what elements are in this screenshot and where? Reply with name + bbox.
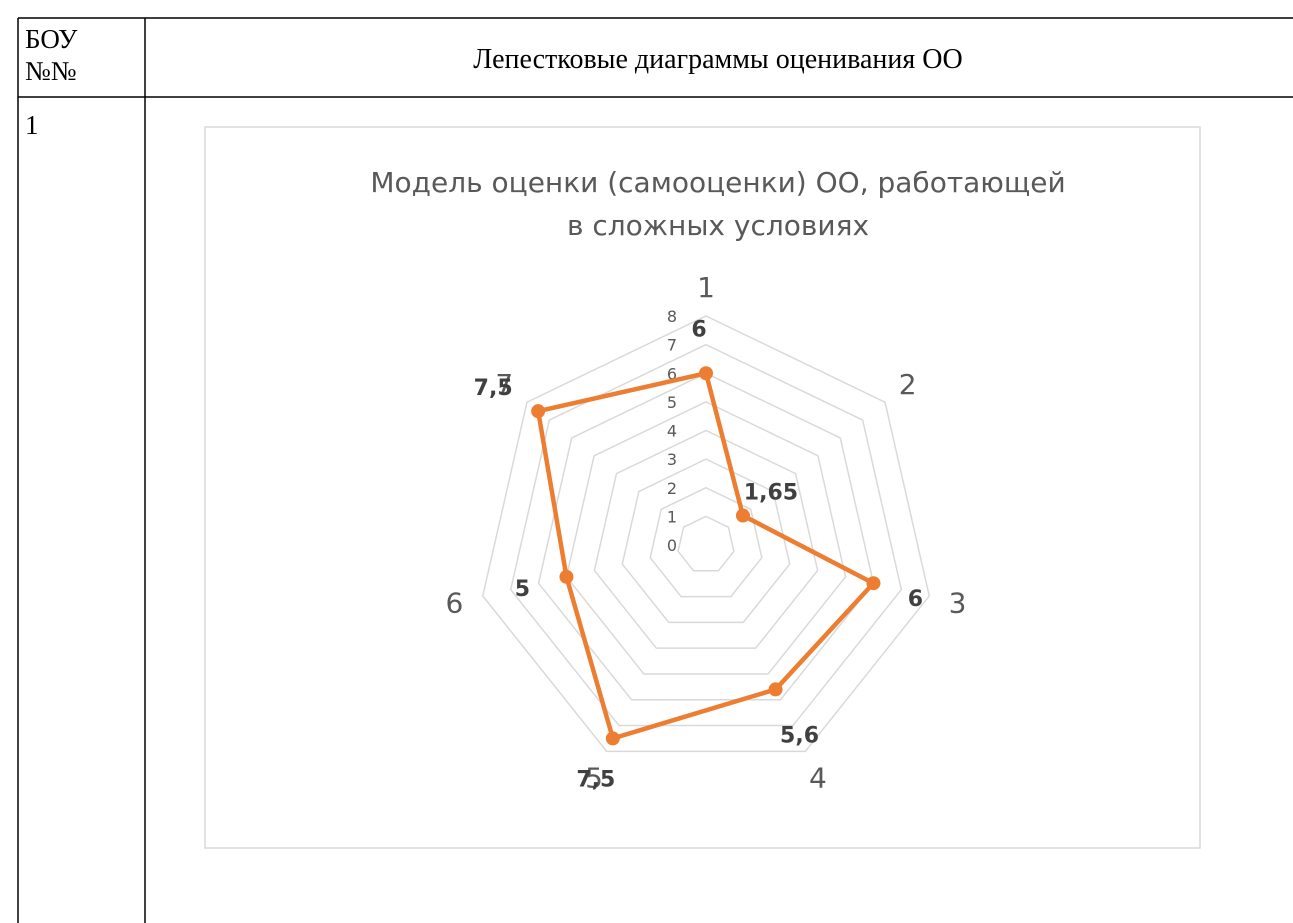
r-tick-label: 4: [667, 422, 677, 441]
r-tick-label: 8: [667, 307, 677, 326]
data-label: 5: [515, 577, 530, 602]
grid-ring: [649, 486, 763, 598]
category-label: 7: [495, 368, 513, 401]
data-label: 5,6: [780, 723, 819, 748]
category-label: 5: [585, 761, 603, 794]
r-tick-label: 0: [667, 536, 677, 555]
r-tick-label: 2: [667, 479, 677, 498]
r-tick-label: 5: [667, 393, 677, 412]
row-label: 1: [25, 110, 39, 140]
data-label: 7,5: [576, 767, 615, 792]
data-label: 1,65: [744, 481, 798, 506]
header-cell: БОУ №№: [25, 24, 78, 86]
grid-ring: [621, 458, 791, 624]
data-label: 6: [908, 587, 923, 612]
category-label: 2: [899, 368, 917, 401]
grid-ring: [593, 429, 819, 649]
category-label: 6: [446, 586, 464, 619]
data-point: [866, 576, 881, 591]
data-point: [735, 508, 750, 523]
data-point: [768, 682, 783, 697]
data-point: [699, 366, 713, 381]
category-label: 1: [697, 271, 715, 304]
header-cell: Лепестковые диаграммы оценивания ОО: [473, 44, 962, 75]
grid-ring: [565, 401, 847, 675]
category-label: 3: [949, 586, 967, 619]
grid-ring: [677, 515, 735, 572]
data-point: [559, 569, 574, 584]
data-point: [605, 731, 620, 746]
data-label: 7,5: [474, 376, 513, 401]
r-tick-label: 6: [667, 364, 677, 383]
data-point: [531, 404, 546, 419]
chart-title: Модель оценки (самооценки) ОО, работающе…: [370, 166, 1065, 242]
category-label: 4: [809, 761, 827, 794]
data-label: 6: [691, 317, 706, 342]
table: [17, 17, 1293, 923]
r-tick-label: 7: [667, 336, 677, 355]
grid-ring: [481, 315, 931, 753]
data-line: [535, 371, 876, 741]
r-tick-label: 3: [667, 450, 677, 469]
r-tick-label: 1: [667, 507, 677, 526]
chart-frame: [204, 126, 1201, 849]
grid-ring: [537, 372, 875, 701]
